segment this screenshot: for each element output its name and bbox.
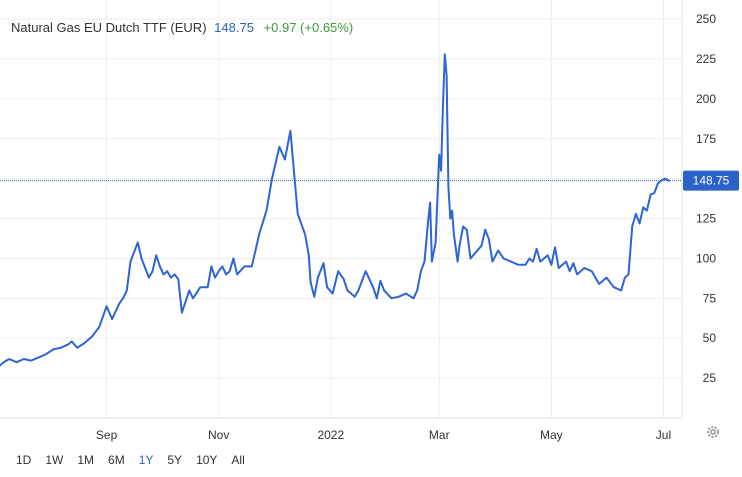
range-selector: 1D 1W 1M 6M 1Y 5Y 10Y All [9,452,252,468]
last-price-label: 148.75 [683,170,739,191]
last-price-label-text: 148.75 [693,174,730,188]
y-axis-ticks: 255075100125150175200225250 [696,12,716,385]
y-tick-label: 175 [696,132,716,146]
range-button-1d[interactable]: 1D [16,453,32,467]
gear-icon[interactable] [705,424,721,440]
range-button-1m[interactable]: 1M [77,453,95,467]
range-button-10y[interactable]: 10Y [196,453,218,467]
range-button-5y[interactable]: 5Y [167,453,183,467]
y-tick-label: 75 [703,291,717,305]
x-tick-label: May [540,428,563,442]
current-price: 148.75 [214,20,254,35]
range-button-all[interactable]: All [231,453,245,467]
y-tick-label: 125 [696,212,716,226]
y-tick-label: 100 [696,251,716,265]
range-button-6m[interactable]: 6M [108,453,125,467]
price-change: +0.97 (+0.65%) [263,20,354,35]
x-tick-label: Nov [208,428,229,442]
x-tick-label: Mar [429,428,450,442]
y-tick-label: 200 [696,92,716,106]
chart-header: Natural Gas EU Dutch TTF (EUR) 148.75 +0… [11,20,353,35]
horizontal-gridlines [0,18,682,379]
last-price-label-bg [683,170,739,191]
y-tick-label: 50 [703,331,717,345]
vertical-gridlines [106,0,664,418]
x-axis-ticks: Sep Nov 2022 Mar May Jul [96,428,671,442]
x-tick-label: Sep [96,428,118,442]
range-button-1y[interactable]: 1Y [138,453,154,467]
y-tick-label: 225 [696,52,716,66]
price-line [0,53,670,367]
instrument-name: Natural Gas EU Dutch TTF (EUR) [11,20,207,35]
y-tick-label: 250 [696,12,716,26]
x-tick-label: 2022 [317,428,344,442]
y-tick-label: 25 [703,371,717,385]
x-tick-label: Jul [656,428,671,442]
range-button-1w[interactable]: 1W [45,453,64,467]
